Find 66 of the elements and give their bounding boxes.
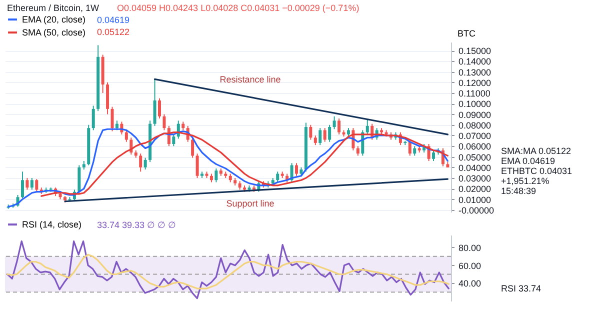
candlestick bbox=[314, 135, 317, 146]
y-tick-label: 0.14000 bbox=[458, 56, 492, 67]
y-tick-label: 0.01000 bbox=[458, 194, 492, 205]
legend-label: EMA (20, close) bbox=[22, 14, 86, 24]
candlestick bbox=[328, 124, 332, 142]
chart-title: Ethereum / Bitcoin, 1W bbox=[7, 3, 100, 13]
candlestick bbox=[338, 118, 341, 135]
line-series bbox=[6, 240, 450, 300]
y-tick-label: 0.06000 bbox=[458, 142, 492, 152]
y-tick-label: 0.10000 bbox=[458, 99, 492, 110]
text: EMA 0.04619 bbox=[501, 156, 556, 166]
candlestick bbox=[196, 153, 199, 178]
candlestick bbox=[153, 78, 156, 126]
candlestick bbox=[332, 116, 336, 130]
y-tick-label: 0.05000 bbox=[458, 152, 492, 162]
candlestick bbox=[366, 119, 369, 135]
candlestick bbox=[30, 178, 34, 190]
legend-label: SMA (50, close) bbox=[22, 28, 86, 38]
candlestick bbox=[413, 146, 416, 156]
candlestick bbox=[295, 162, 298, 176]
candlestick bbox=[35, 178, 38, 192]
candlestick bbox=[26, 178, 29, 190]
candlestick bbox=[432, 150, 436, 162]
y-tick-label: 0.12000 bbox=[458, 78, 492, 88]
y-tick-label: 40.00 bbox=[458, 278, 482, 289]
y-tick-label: 0.09000 bbox=[458, 110, 492, 120]
candlestick bbox=[214, 168, 218, 183]
candlestick bbox=[318, 128, 322, 146]
candlestick bbox=[158, 98, 161, 119]
y-tick-label: 0.03000 bbox=[458, 174, 492, 184]
y-tick-label: 0.02000 bbox=[458, 184, 492, 194]
y-tick-label: 0.15000 bbox=[458, 46, 492, 56]
text: 33.74 39.33 ∅ ∅ ∅ bbox=[97, 220, 176, 230]
text: 0.04619 bbox=[97, 15, 130, 25]
y-tick-label: 0.11000 bbox=[458, 88, 490, 98]
candlestick bbox=[309, 124, 312, 140]
y-tick-label: 0.04000 bbox=[458, 162, 492, 173]
legend-label: RSI (14, close) bbox=[22, 220, 82, 230]
annotation: Resistance line bbox=[220, 74, 281, 84]
candlestick bbox=[110, 106, 114, 132]
text: SMA:MA 0.05122 bbox=[501, 146, 572, 156]
candlestick bbox=[92, 105, 95, 131]
y-tick-label: 0.07000 bbox=[458, 131, 492, 141]
candlestick bbox=[162, 114, 166, 131]
candlestick bbox=[124, 130, 128, 142]
y-tick-label: 60.00 bbox=[458, 260, 482, 271]
y-tick-label: -0.00000 bbox=[458, 205, 494, 216]
y-axis-title: BTC bbox=[458, 28, 476, 38]
y-tick-label: 80.00 bbox=[458, 242, 482, 253]
candlestick bbox=[20, 171, 24, 199]
y-tick-label: 0.08000 bbox=[458, 120, 492, 130]
y-tick-label: 0.13000 bbox=[458, 67, 492, 78]
candlestick bbox=[191, 137, 194, 158]
text: 0.05122 bbox=[97, 27, 130, 37]
text: O0.04059 H0.04243 L0.04028 C0.04031 −0.00029 (−0.71%) bbox=[117, 3, 360, 13]
candlestick bbox=[323, 128, 326, 142]
candlestick bbox=[172, 134, 176, 147]
text: +1,951.21% bbox=[501, 176, 550, 186]
candlestick bbox=[144, 157, 147, 170]
text: ETHBTC 0.04031 bbox=[501, 166, 572, 176]
text: 15:48:39 bbox=[501, 186, 536, 196]
annotation: Support line bbox=[226, 198, 274, 208]
candlestick bbox=[276, 171, 280, 183]
text: RSI 33.74 bbox=[501, 284, 542, 294]
candlestick bbox=[356, 146, 360, 156]
candlestick bbox=[139, 153, 142, 172]
